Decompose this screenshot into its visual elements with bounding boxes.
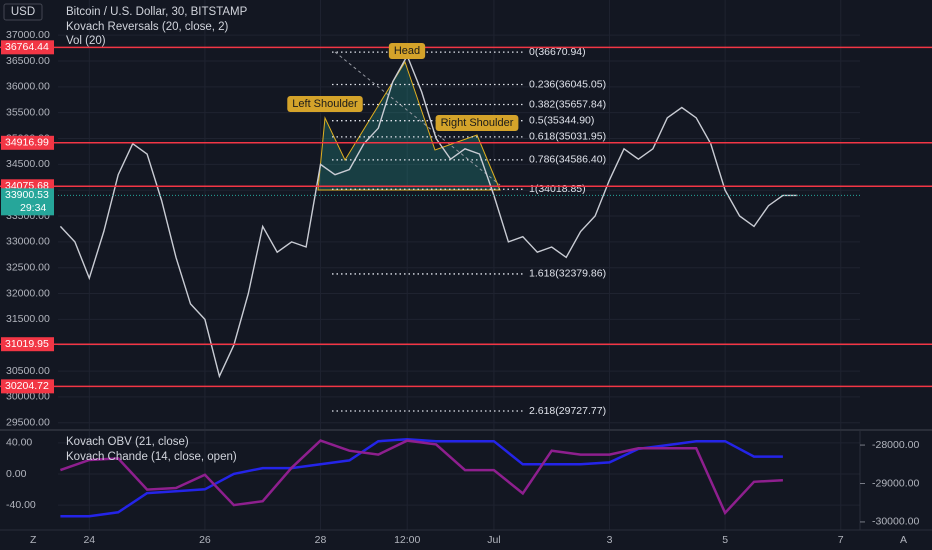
- fib-label: 0.618(35031.95): [529, 131, 606, 143]
- x-tick-label: 28: [315, 534, 327, 546]
- y-tick-label: 34500.00: [6, 158, 50, 170]
- price-line-box: [1, 337, 54, 352]
- annotation-box: [435, 115, 519, 131]
- price-line-label: 34916.99: [5, 137, 49, 149]
- price-line-label: 30204.72: [5, 380, 49, 392]
- annotation: Right Shoulder: [441, 117, 514, 129]
- legend-entry: Kovach OBV (21, close): [66, 436, 189, 448]
- y-tick-label: 35500.00: [6, 106, 50, 118]
- countdown: 29:34: [20, 202, 46, 214]
- x-tick-label: 24: [83, 534, 95, 546]
- fib-label: 0.236(36045.05): [529, 78, 606, 90]
- fib-label: 1.618(32379.86): [529, 268, 606, 280]
- last-price-box: [1, 188, 54, 216]
- pattern-shape: [317, 60, 501, 191]
- x-tick-label: Jul: [487, 534, 500, 546]
- y-tick-label: 36500.00: [6, 55, 50, 67]
- mark-layer: [59, 51, 798, 518]
- y-tick-label: 30000.00: [6, 391, 50, 403]
- annotation-box: [388, 43, 426, 59]
- currency-box[interactable]: [3, 3, 43, 21]
- x-tick-label: 7: [838, 534, 844, 546]
- x-tick-label: 26: [199, 534, 211, 546]
- y-tick-label: 29500.00: [6, 417, 50, 429]
- y2-tick-label: -30000.00: [872, 516, 919, 528]
- annotation-box: [287, 96, 363, 112]
- price-line-label: 31019.95: [5, 338, 49, 350]
- series-line: [59, 439, 783, 516]
- last-price-label: 33900.53: [5, 189, 49, 201]
- fib-label: 2.618(29727.77): [529, 405, 606, 417]
- toolbar-button[interactable]: Z: [30, 534, 37, 546]
- fib-label: 0.5(35344.90): [529, 114, 594, 126]
- price-line-box: [1, 135, 54, 150]
- y-tick-label: 0.00: [6, 468, 27, 480]
- indicator-legend: Vol (20): [66, 35, 106, 47]
- series-line: [60, 438, 783, 518]
- y-tick-label: 30500.00: [6, 365, 50, 377]
- chart-title: Bitcoin / U.S. Dollar, 30, BITSTAMP: [66, 6, 248, 18]
- toolbar-button[interactable]: A: [900, 534, 907, 546]
- fib-label: 0.786(34586.40): [529, 154, 606, 166]
- annotation: Head: [394, 45, 420, 57]
- price-line-box: [1, 40, 54, 55]
- fib-label: 0.382(35657.84): [529, 98, 606, 110]
- indicator-legend: Kovach Reversals (20, close, 2): [66, 21, 229, 33]
- price-line-label: 36764.44: [5, 41, 49, 53]
- y-tick-label: 36000.00: [6, 81, 50, 93]
- y-tick-label: 32500.00: [6, 261, 50, 273]
- annotation: Left Shoulder: [292, 98, 358, 110]
- y2-tick-label: -28000.00: [872, 439, 919, 451]
- y-tick-label: 37000.00: [6, 29, 50, 41]
- y-tick-label: 31500.00: [6, 313, 50, 325]
- y2-tick-label: -29000.00: [872, 477, 919, 489]
- fib-label: 1(34018.85): [529, 183, 586, 195]
- series-line: [59, 54, 798, 379]
- fib-trend-line: [334, 51, 501, 186]
- x-tick-label: 12:00: [394, 534, 420, 546]
- fib-label: 0(36670.94): [529, 46, 586, 58]
- x-tick-label: 5: [722, 534, 728, 546]
- y-tick-label: 32000.00: [6, 287, 50, 299]
- y-tick-label: -40.00: [6, 499, 36, 511]
- x-tick-label: 3: [607, 534, 613, 546]
- y-tick-label: 40.00: [6, 437, 32, 449]
- y-tick-label: 33000.00: [6, 236, 50, 248]
- legend-entry: Kovach Chande (14, close, open): [66, 451, 237, 463]
- currency: USD: [11, 6, 35, 18]
- price-line-box: [1, 379, 54, 394]
